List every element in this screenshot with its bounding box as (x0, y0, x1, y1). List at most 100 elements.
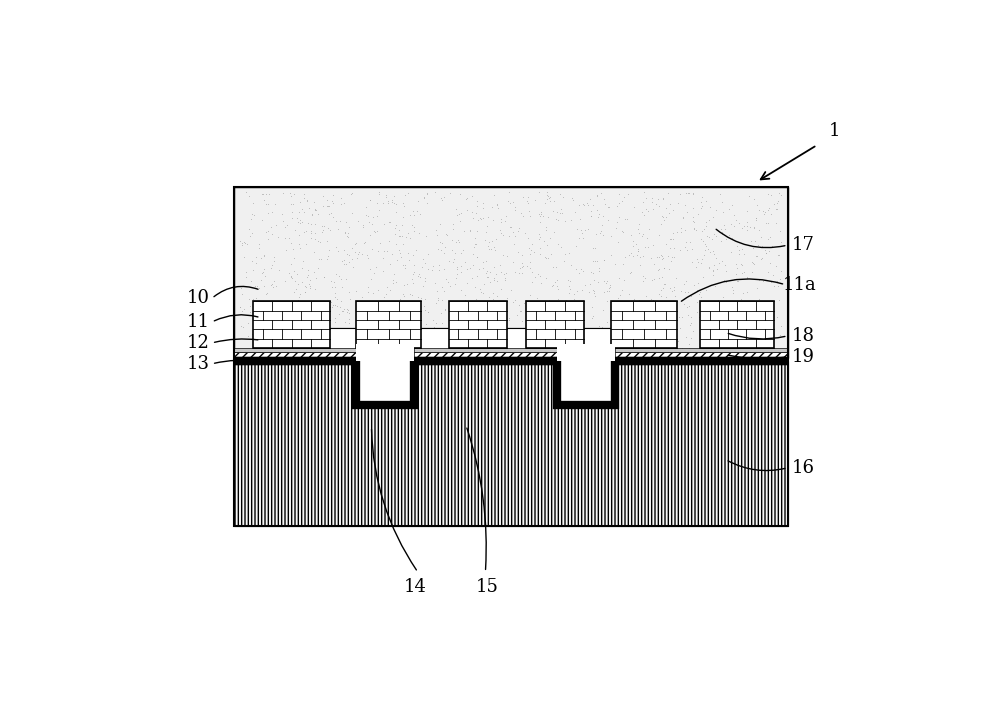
Point (341, 317, 357, 328)
Point (268, 280, 284, 291)
Point (755, 205, 771, 216)
Point (766, 198, 782, 209)
Point (696, 250, 712, 261)
Point (638, 329, 654, 341)
Point (708, 205, 724, 216)
Bar (234, 352, 356, 361)
Point (621, 348, 637, 359)
Point (585, 333, 601, 345)
Point (444, 234, 460, 246)
Point (498, 340, 514, 351)
Point (477, 234, 493, 246)
Point (475, 256, 491, 268)
Point (692, 307, 708, 318)
Point (746, 331, 762, 342)
Point (609, 343, 625, 355)
Point (397, 189, 413, 201)
Point (599, 285, 615, 296)
Point (540, 252, 556, 263)
Point (558, 295, 574, 306)
Point (706, 259, 722, 271)
Point (564, 347, 580, 358)
Point (529, 292, 545, 303)
Point (718, 276, 734, 288)
Point (418, 318, 434, 329)
Point (291, 229, 307, 241)
Point (714, 226, 730, 238)
Point (580, 339, 596, 351)
Point (533, 343, 549, 355)
Point (480, 211, 496, 223)
Point (337, 316, 353, 328)
Point (558, 295, 574, 306)
Point (511, 267, 527, 278)
Point (557, 336, 573, 348)
Point (505, 226, 521, 237)
Point (455, 244, 471, 256)
Point (307, 204, 323, 216)
Point (737, 313, 753, 324)
Point (350, 306, 366, 317)
Point (537, 251, 553, 263)
Point (636, 186, 652, 198)
Point (301, 278, 317, 290)
Point (680, 286, 696, 298)
Point (369, 345, 385, 356)
Point (669, 226, 685, 238)
Point (377, 326, 393, 337)
Point (520, 233, 536, 244)
Point (262, 308, 278, 319)
Point (502, 221, 518, 232)
Point (614, 226, 630, 237)
Point (489, 276, 505, 287)
Point (650, 308, 666, 319)
Point (444, 333, 460, 344)
Point (585, 268, 601, 279)
Point (408, 298, 424, 309)
Point (715, 343, 731, 354)
Point (632, 301, 648, 313)
Point (521, 338, 537, 350)
Point (352, 341, 368, 352)
Point (654, 337, 670, 348)
Point (442, 347, 458, 358)
Point (638, 193, 654, 204)
Point (571, 268, 587, 279)
Point (662, 323, 678, 334)
Point (384, 325, 400, 336)
Point (394, 219, 410, 231)
Point (473, 286, 489, 298)
Point (287, 342, 303, 353)
Point (334, 281, 350, 293)
Point (512, 263, 528, 274)
Point (497, 337, 513, 348)
Point (375, 266, 391, 277)
Point (403, 336, 419, 348)
Point (739, 216, 755, 228)
Point (445, 336, 461, 347)
Point (245, 198, 261, 209)
Point (466, 333, 482, 345)
Point (728, 214, 744, 226)
Point (286, 188, 302, 200)
Point (718, 266, 734, 277)
Point (668, 328, 684, 339)
Point (540, 190, 556, 201)
Point (283, 336, 299, 348)
Point (294, 216, 310, 227)
Point (312, 348, 328, 359)
Point (609, 200, 625, 211)
Point (391, 224, 407, 236)
Point (490, 312, 506, 323)
Point (322, 336, 338, 347)
Point (662, 233, 678, 245)
Point (763, 276, 779, 287)
Bar (356, 301, 421, 348)
Point (462, 225, 478, 236)
Point (530, 332, 546, 343)
Point (238, 271, 254, 282)
Point (307, 218, 323, 229)
Point (587, 255, 603, 266)
Point (585, 339, 601, 351)
Point (296, 226, 312, 238)
